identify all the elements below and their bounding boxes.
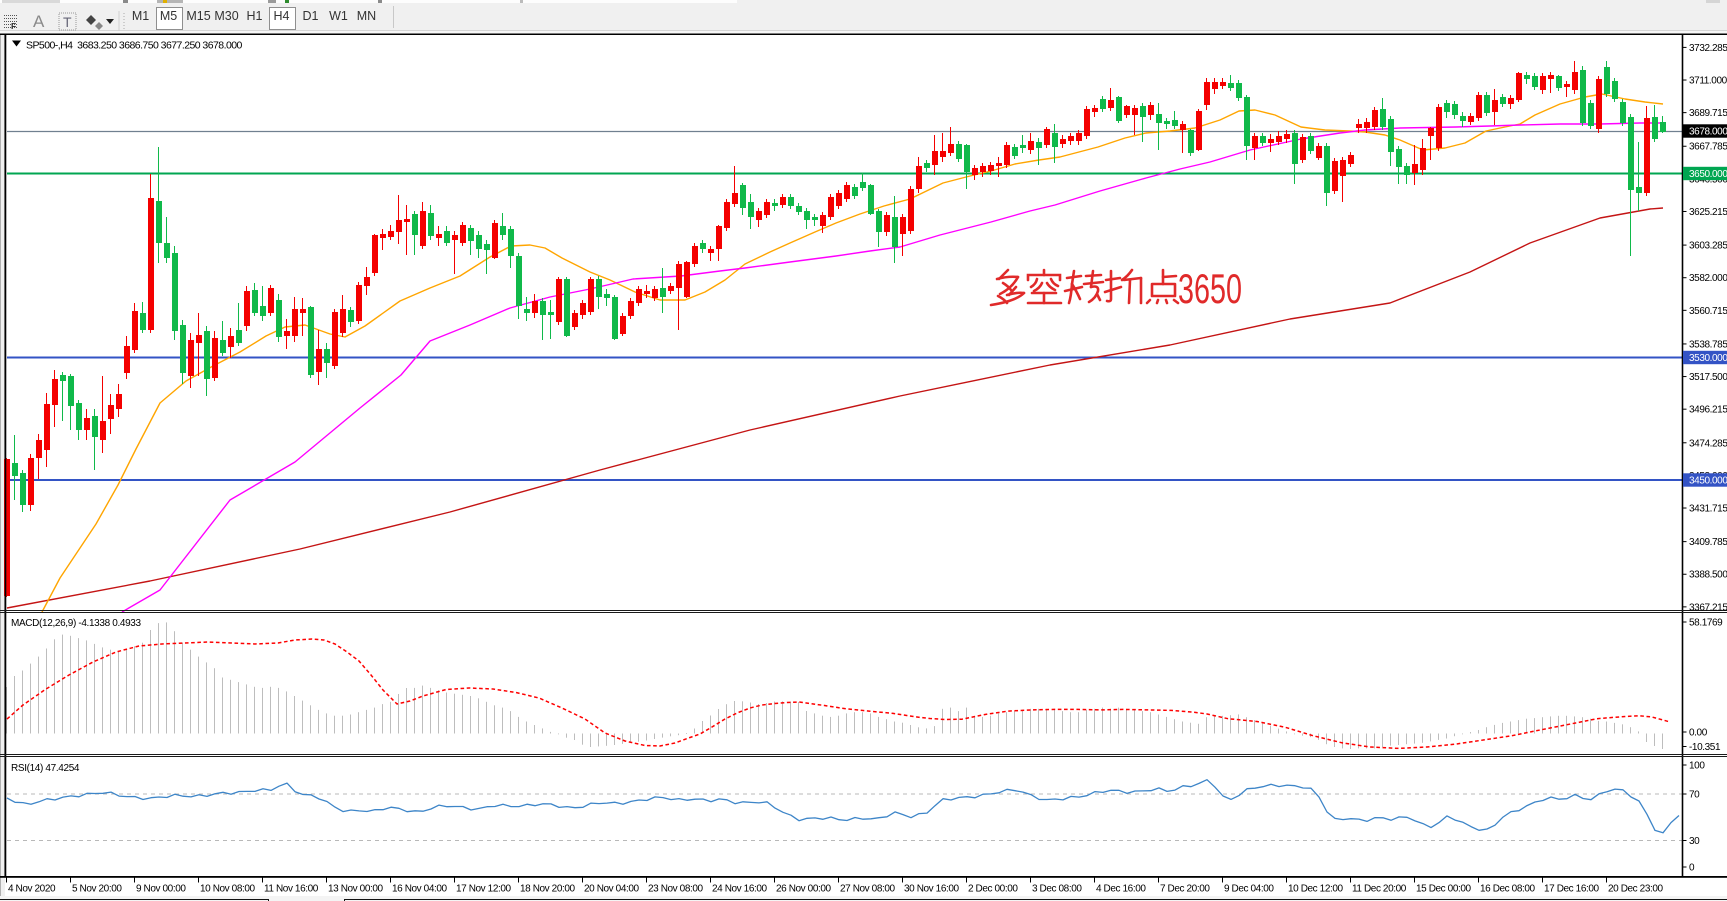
svg-text:3538.785: 3538.785 bbox=[1689, 339, 1727, 350]
svg-text:3711.000: 3711.000 bbox=[1689, 76, 1727, 87]
svg-text:3517.500: 3517.500 bbox=[1689, 372, 1727, 383]
svg-text:5 Nov 20:00: 5 Nov 20:00 bbox=[72, 884, 122, 895]
svg-text:17 Nov 12:00: 17 Nov 12:00 bbox=[456, 884, 512, 895]
svg-text:3582.000: 3582.000 bbox=[1689, 273, 1727, 284]
svg-text:70: 70 bbox=[1689, 790, 1700, 801]
svg-text:3431.715: 3431.715 bbox=[1689, 504, 1727, 515]
svg-text:4 Nov 2020: 4 Nov 2020 bbox=[8, 884, 56, 895]
svg-text:0.00: 0.00 bbox=[1689, 728, 1708, 739]
svg-text:T: T bbox=[63, 14, 72, 30]
svg-text:10 Nov 08:00: 10 Nov 08:00 bbox=[200, 884, 256, 895]
svg-text:20 Nov 04:00: 20 Nov 04:00 bbox=[584, 884, 640, 895]
svg-text:3388.500: 3388.500 bbox=[1689, 570, 1727, 581]
svg-text:16 Nov 04:00: 16 Nov 04:00 bbox=[392, 884, 448, 895]
svg-text:3409.785: 3409.785 bbox=[1689, 537, 1727, 548]
svg-text:3667.785: 3667.785 bbox=[1689, 142, 1727, 153]
svg-text:-10.351: -10.351 bbox=[1689, 742, 1721, 753]
svg-text:3603.285: 3603.285 bbox=[1689, 241, 1727, 252]
svg-text:15 Dec 00:00: 15 Dec 00:00 bbox=[1416, 884, 1472, 895]
svg-text:16 Dec 08:00: 16 Dec 08:00 bbox=[1480, 884, 1536, 895]
svg-text:3367.215: 3367.215 bbox=[1689, 602, 1727, 613]
svg-text:F: F bbox=[11, 21, 16, 31]
svg-text:SP500-,H4 3683.250 3686.750 3: SP500-,H4 3683.250 3686.750 3677.250 367… bbox=[26, 40, 243, 52]
svg-text:MACD(12,26,9) -4.1338 0.4933: MACD(12,26,9) -4.1338 0.4933 bbox=[11, 618, 142, 629]
svg-text:10 Dec 12:00: 10 Dec 12:00 bbox=[1288, 884, 1344, 895]
svg-text:27 Nov 08:00: 27 Nov 08:00 bbox=[840, 884, 896, 895]
svg-text:RSI(14) 47.4254: RSI(14) 47.4254 bbox=[11, 763, 80, 774]
svg-text:11 Nov 16:00: 11 Nov 16:00 bbox=[264, 884, 319, 895]
svg-text:58.1769: 58.1769 bbox=[1689, 618, 1723, 629]
svg-text:2 Dec 00:00: 2 Dec 00:00 bbox=[968, 884, 1018, 895]
svg-text:100: 100 bbox=[1689, 761, 1705, 772]
svg-text:3560.715: 3560.715 bbox=[1689, 306, 1727, 317]
svg-text:18 Nov 20:00: 18 Nov 20:00 bbox=[520, 884, 576, 895]
svg-text:0: 0 bbox=[1689, 863, 1695, 874]
svg-text:23 Nov 08:00: 23 Nov 08:00 bbox=[648, 884, 704, 895]
svg-text:A: A bbox=[33, 12, 45, 31]
svg-text:30: 30 bbox=[1689, 836, 1700, 847]
svg-text:3450.000: 3450.000 bbox=[1689, 476, 1727, 487]
svg-text:3732.285: 3732.285 bbox=[1689, 43, 1727, 54]
svg-text:13 Nov 00:00: 13 Nov 00:00 bbox=[328, 884, 384, 895]
svg-text:3 Dec 08:00: 3 Dec 08:00 bbox=[1032, 884, 1082, 895]
svg-text:3689.715: 3689.715 bbox=[1689, 108, 1727, 119]
svg-text:3496.215: 3496.215 bbox=[1689, 405, 1727, 416]
svg-text:3678.000: 3678.000 bbox=[1689, 127, 1727, 138]
svg-text:3650.000: 3650.000 bbox=[1689, 169, 1727, 180]
svg-text:3530.000: 3530.000 bbox=[1689, 353, 1727, 364]
svg-text:3650: 3650 bbox=[1178, 265, 1242, 312]
svg-text:11 Dec 20:00: 11 Dec 20:00 bbox=[1352, 884, 1407, 895]
svg-text:30 Nov 16:00: 30 Nov 16:00 bbox=[904, 884, 960, 895]
svg-text:9 Nov 00:00: 9 Nov 00:00 bbox=[136, 884, 186, 895]
svg-text:7 Dec 20:00: 7 Dec 20:00 bbox=[1160, 884, 1210, 895]
svg-text:3474.285: 3474.285 bbox=[1689, 438, 1727, 449]
svg-text:9 Dec 04:00: 9 Dec 04:00 bbox=[1224, 884, 1274, 895]
svg-text:24 Nov 16:00: 24 Nov 16:00 bbox=[712, 884, 768, 895]
svg-text:20 Dec 23:00: 20 Dec 23:00 bbox=[1608, 884, 1664, 895]
svg-text:4 Dec 16:00: 4 Dec 16:00 bbox=[1096, 884, 1146, 895]
svg-text:17 Dec 16:00: 17 Dec 16:00 bbox=[1544, 884, 1600, 895]
svg-text:3625.215: 3625.215 bbox=[1689, 207, 1727, 218]
svg-text:26 Nov 00:00: 26 Nov 00:00 bbox=[776, 884, 832, 895]
